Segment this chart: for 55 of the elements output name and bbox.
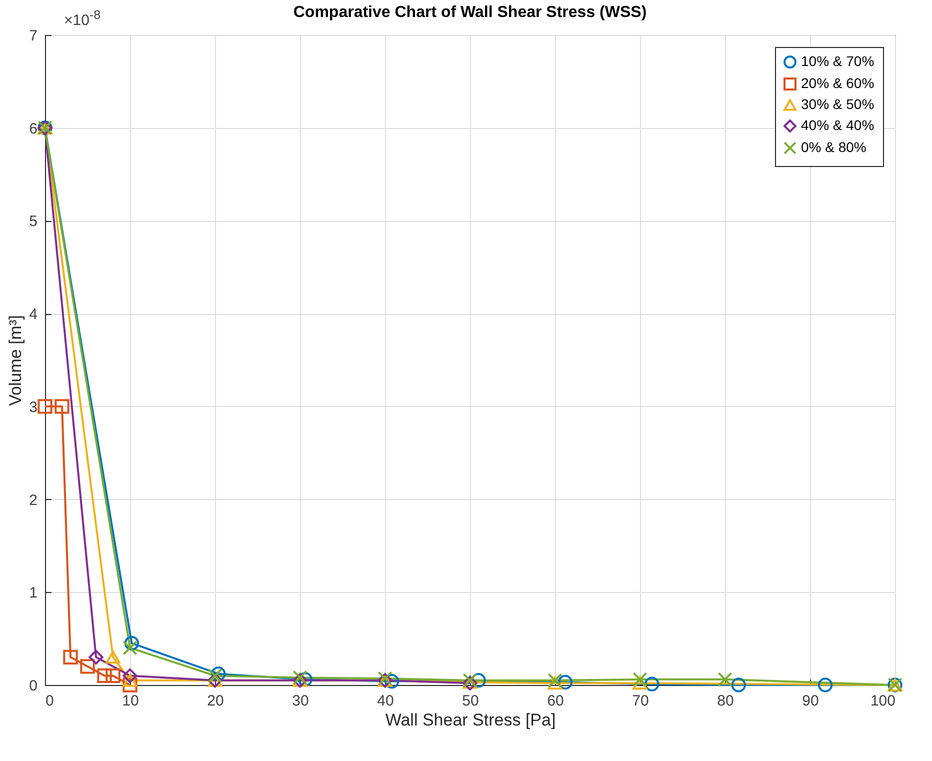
y-tick-label: 6 (29, 120, 38, 138)
point (558, 674, 573, 690)
chart-title: Comparative Chart of Wall Shear Stress (WSS) (293, 4, 647, 21)
legend-label: 20% & 60% (801, 75, 874, 91)
point (106, 650, 120, 664)
text: ×10$^{-8}$ (64, 8, 101, 29)
y-tick-label: 2 (29, 492, 38, 509)
point (97, 668, 112, 684)
point (632, 676, 648, 690)
point (63, 650, 78, 664)
point (731, 678, 746, 692)
legend-label: 0% & 80% (801, 139, 866, 155)
point (122, 640, 138, 656)
legend-label: 10% & 70% (801, 53, 874, 69)
x-tick-label: 60 (547, 692, 564, 710)
point (298, 672, 312, 687)
y-tick-label: 3 (29, 398, 38, 416)
point (632, 672, 648, 687)
x-tick-label: 90 (802, 692, 819, 710)
x-tick-label: 50 (462, 692, 479, 710)
y-tick-label: 1 (29, 584, 38, 602)
legend-label: 40% & 40% (801, 117, 874, 133)
point (88, 650, 104, 664)
point (644, 676, 660, 692)
point (292, 670, 308, 685)
y-tick-label: 5 (29, 213, 38, 230)
x-tick-label: 80 (717, 692, 734, 710)
point (122, 674, 138, 687)
y-tick-label: 4 (29, 306, 38, 324)
x-tick-label: 0 (46, 692, 54, 710)
x-tick-label: 10 (122, 692, 139, 710)
point (122, 668, 138, 684)
point (106, 668, 120, 684)
point (122, 678, 138, 692)
point (54, 399, 70, 414)
x-tick-label: 40 (377, 692, 394, 710)
point (211, 666, 226, 682)
point (718, 672, 732, 687)
x-tick-label: 100 (870, 692, 896, 710)
x-tick-label: 70 (632, 692, 649, 710)
y-tick-label: 0 (29, 678, 38, 694)
x-tick-label: 20 (207, 692, 224, 710)
y-axis-title: Volume [m³] (6, 315, 26, 406)
legend-label: 30% & 50% (801, 96, 874, 112)
point (80, 659, 95, 674)
point (548, 676, 562, 690)
point (384, 674, 400, 689)
point (124, 636, 140, 651)
point (208, 668, 222, 684)
x-tick-label: 30 (292, 692, 309, 710)
point (548, 673, 562, 688)
point (38, 399, 52, 414)
x-axis-title: Wall Shear Stress [Pa] (385, 710, 556, 730)
y-tick-label: 7 (29, 28, 38, 44)
point (818, 678, 833, 692)
